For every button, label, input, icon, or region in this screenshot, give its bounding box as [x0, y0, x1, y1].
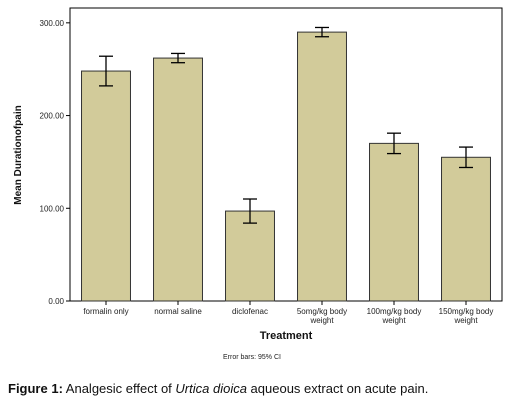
x-tick-label: 5omg/kg body weight [297, 307, 347, 325]
error-bar [315, 26, 329, 38]
y-tick-label: 0.00 [48, 297, 64, 306]
caption-species: Urtica dioica [175, 381, 247, 396]
figure-caption: Figure 1: Analgesic effect of Urtica dio… [8, 381, 508, 396]
caption-text-before: Analgesic effect of [62, 381, 176, 396]
bar [297, 31, 347, 302]
error-bar [99, 55, 113, 87]
bar [81, 70, 131, 302]
bar [369, 142, 419, 302]
bar [441, 156, 491, 302]
error-bar [243, 198, 257, 224]
y-axis: 0.00 100.00 200.00 300.00 [40, 19, 70, 306]
bar [153, 57, 203, 302]
y-tick-label: 100.00 [40, 204, 65, 213]
error-bar [171, 52, 185, 64]
x-tick-label: 100mg/kg body weight [367, 307, 422, 325]
y-tick-label: 200.00 [40, 112, 65, 121]
error-bar-note: Error bars: 95% CI [223, 354, 281, 361]
y-tick-label: 300.00 [40, 19, 65, 28]
error-bar [387, 132, 401, 155]
y-axis-title: Mean Durationofpain [13, 105, 24, 204]
x-axis-title: Treatment [260, 330, 313, 342]
x-axis: formalin only normal saline diclofenac 5omg… [83, 301, 493, 325]
error-bar [459, 146, 473, 169]
plot-area [69, 7, 503, 302]
x-tick-label: formalin only [83, 307, 128, 316]
bar [225, 210, 275, 302]
caption-label: Figure 1: [8, 381, 63, 396]
x-tick-label: diclofenac [232, 307, 268, 316]
x-tick-label: 150mg/kg body weight [439, 307, 494, 325]
bar-chart: 0.00 100.00 200.00 300.00 formalin only norm… [13, 7, 503, 361]
caption-text-after: aqueous extract on acute pain. [246, 381, 429, 396]
error-bars [99, 26, 473, 224]
x-tick-label: normal saline [154, 307, 202, 316]
